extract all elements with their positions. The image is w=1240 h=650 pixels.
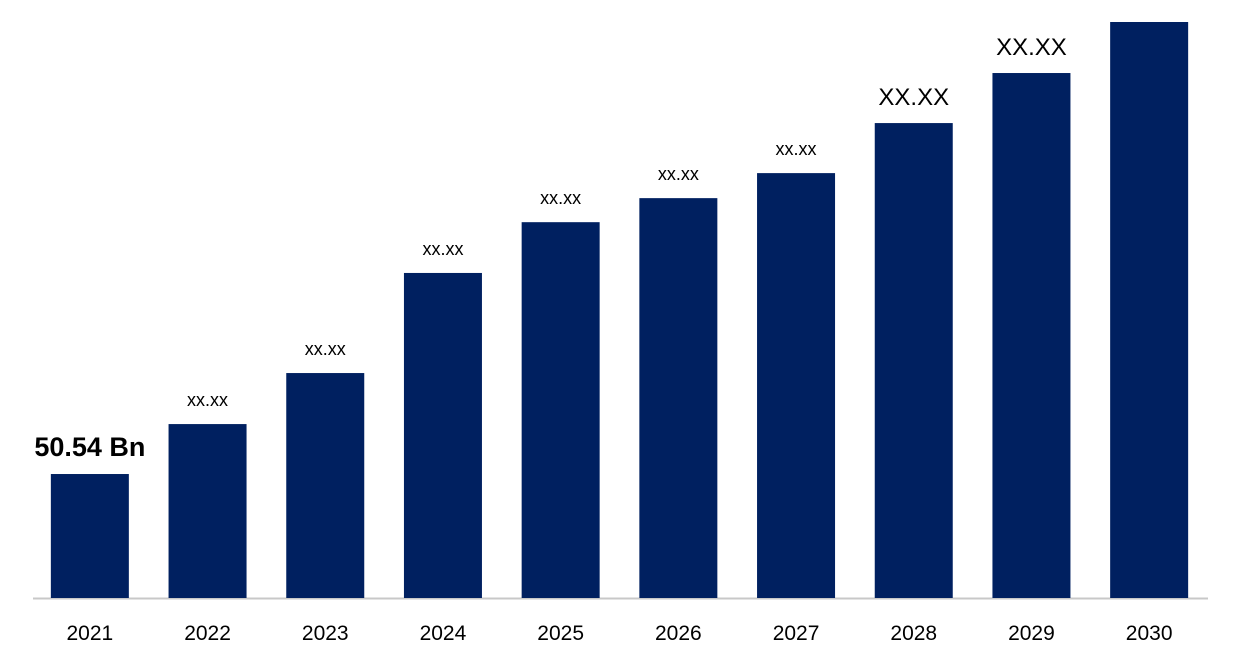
bar (992, 73, 1071, 598)
data-label: XX.XX (878, 84, 949, 111)
data-label: xx.xx (305, 339, 346, 359)
x-tick-label: 2023 (302, 622, 349, 645)
x-tick-label: 2025 (537, 622, 584, 645)
x-tick-label: 2027 (773, 622, 820, 645)
x-tick-label: 2028 (890, 622, 937, 645)
data-label: xx.xx (658, 164, 699, 184)
data-label: xx.xx (776, 139, 817, 159)
x-tick-label: 2021 (66, 622, 113, 645)
bar (50, 474, 129, 598)
bar (757, 173, 836, 598)
data-label: xx.xx (187, 390, 228, 410)
x-tick-label: 2029 (1008, 622, 1055, 645)
data-label: 50.54 Bn (34, 432, 145, 462)
bar (521, 222, 600, 598)
data-label: xx.xx (540, 188, 581, 208)
bar (874, 123, 953, 598)
data-label: XX.XX (996, 34, 1067, 61)
bar (1110, 22, 1189, 598)
bar (168, 424, 247, 598)
x-tick-label: 2026 (655, 622, 702, 645)
bar (639, 198, 718, 598)
x-tick-label: 2022 (184, 622, 231, 645)
x-tick-label: 2024 (420, 622, 467, 645)
x-tick-label: 2030 (1126, 622, 1173, 645)
bar (403, 272, 482, 598)
bar (286, 373, 365, 598)
data-label: xx.xx (422, 239, 463, 259)
